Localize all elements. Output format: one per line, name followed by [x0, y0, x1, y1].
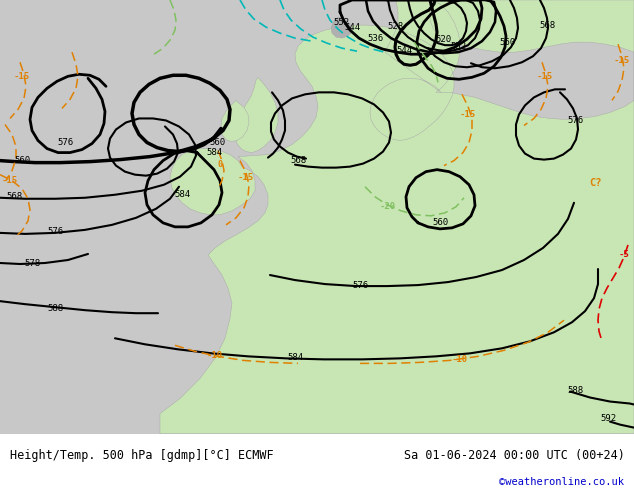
Text: 588: 588	[567, 386, 583, 395]
Polygon shape	[221, 100, 249, 142]
Text: 560: 560	[209, 138, 225, 147]
Text: 560: 560	[499, 38, 515, 47]
Text: -15: -15	[614, 56, 630, 65]
Text: -15: -15	[14, 72, 30, 81]
Text: 588: 588	[47, 304, 63, 313]
Text: Sa 01-06-2024 00:00 UTC (00+24): Sa 01-06-2024 00:00 UTC (00+24)	[404, 449, 624, 463]
Text: -10: -10	[452, 355, 468, 364]
Text: C?: C?	[590, 178, 602, 188]
Text: 584: 584	[174, 190, 190, 199]
Text: -20: -20	[380, 202, 396, 211]
Text: 576: 576	[57, 138, 73, 147]
Text: ©weatheronline.co.uk: ©weatheronline.co.uk	[500, 477, 624, 487]
Polygon shape	[160, 0, 634, 434]
Text: -10: -10	[207, 351, 223, 360]
Text: 584: 584	[287, 353, 303, 362]
Text: Height/Temp. 500 hPa [gdmp][°C] ECMWF: Height/Temp. 500 hPa [gdmp][°C] ECMWF	[10, 449, 273, 463]
Text: 568: 568	[290, 156, 306, 165]
Text: -15: -15	[2, 176, 18, 185]
Text: 552: 552	[450, 42, 466, 50]
Text: 528: 528	[387, 22, 403, 30]
Text: 576: 576	[352, 281, 368, 290]
Text: 576: 576	[47, 227, 63, 236]
Text: 0: 0	[217, 160, 223, 169]
Text: 544: 544	[344, 23, 360, 31]
Text: 576: 576	[567, 116, 583, 125]
Text: -5: -5	[619, 250, 630, 260]
Text: 592: 592	[600, 414, 616, 423]
Text: 536: 536	[367, 34, 383, 43]
Text: -15: -15	[460, 110, 476, 119]
Text: 560: 560	[432, 219, 448, 227]
Text: 584: 584	[206, 148, 222, 157]
Text: -15: -15	[238, 173, 254, 182]
Text: 520: 520	[435, 35, 451, 44]
Text: 568: 568	[6, 192, 22, 201]
Text: 552: 552	[333, 18, 349, 26]
Polygon shape	[331, 17, 352, 38]
Text: 544: 544	[396, 46, 412, 55]
Text: 568: 568	[539, 21, 555, 29]
Polygon shape	[235, 77, 278, 152]
Text: 578: 578	[24, 259, 40, 268]
Text: -15: -15	[537, 72, 553, 81]
Text: 560: 560	[14, 156, 30, 165]
